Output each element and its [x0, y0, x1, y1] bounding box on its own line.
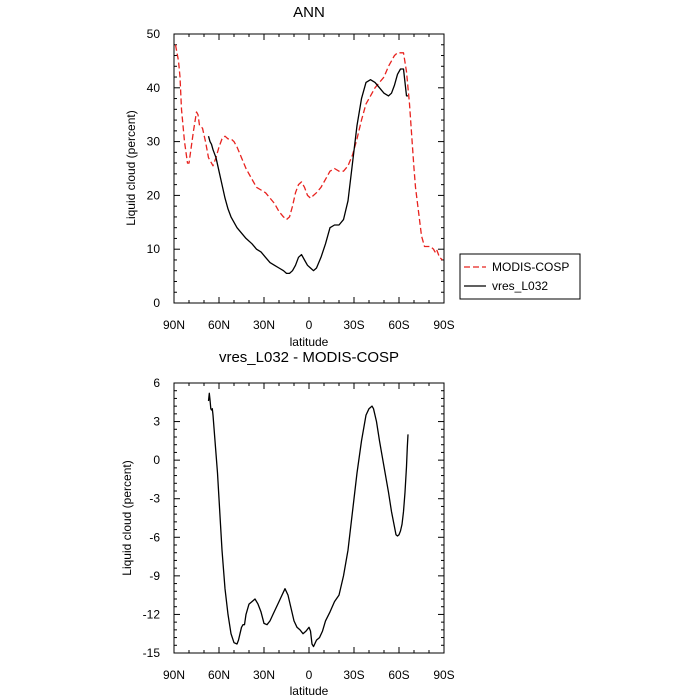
top-x-tick-label-90s: 90S — [433, 318, 454, 332]
top-panel-ann: ANN 90N 60N 30N 0 30S 60S 90S 0 10 20 30 40 50 latit… — [124, 4, 581, 349]
bottom-y-tick-label--6: -6 — [149, 530, 160, 544]
top-y-tick-label-50: 50 — [147, 27, 161, 41]
bottom-x-axis-label: latitude — [290, 684, 329, 698]
legend-box — [459, 253, 581, 300]
top-x-axis-label: latitude — [290, 335, 329, 349]
bottom-chart-marks: 90N 60N 30N 0 30S 60S 90S -15 -12 -9 -6 -3 0 3 6 — [143, 376, 455, 682]
legend-label-vres-l032: vres_L032 — [492, 279, 548, 293]
bottom-y-tick-label-0: 0 — [153, 453, 160, 467]
top-y-tick-label-30: 30 — [147, 135, 161, 149]
bottom-y-axis-label: Liquid cloud (percent) — [120, 460, 134, 575]
bottom-plot-frame — [173, 382, 445, 654]
legend-label-modis-cosp: MODIS-COSP — [492, 260, 569, 274]
bottom-x-tick-label-90n: 90N — [163, 668, 185, 682]
top-x-tick-label-90n: 90N — [163, 318, 185, 332]
bottom-y-tick-label--3: -3 — [149, 492, 160, 506]
bottom-y-tick-label-3: 3 — [153, 415, 160, 429]
top-y-tick-label-0: 0 — [153, 296, 160, 310]
legend: MODIS-COSP vres_L032 — [459, 253, 581, 300]
top-x-tick-label-60s: 60S — [388, 318, 409, 332]
bottom-x-tick-label-30n: 30N — [253, 668, 275, 682]
bottom-panel-difference: vres_L032 - MODIS-COSP 90N 60N 30N 0 30S 60S 9… — [120, 349, 455, 698]
bottom-x-tick-label-30s: 30S — [343, 668, 364, 682]
top-x-tick-label-0: 0 — [306, 318, 313, 332]
bottom-y-tick-label--12: -12 — [143, 607, 161, 621]
top-x-tick-label-60n: 60N — [208, 318, 230, 332]
top-y-axis-label: Liquid cloud (percent) — [124, 110, 138, 225]
top-y-tick-label-10: 10 — [147, 242, 161, 256]
bottom-series-line-vres-l032-modis-cosp — [207, 392, 409, 648]
top-plot-frame — [173, 33, 445, 304]
top-y-tick-label-40: 40 — [147, 81, 161, 95]
top-x-tick-label-30n: 30N — [253, 318, 275, 332]
bottom-y-tick-label-6: 6 — [153, 376, 160, 390]
bottom-x-tick-label-60n: 60N — [208, 668, 230, 682]
bottom-x-tick-label-0: 0 — [306, 668, 313, 682]
top-series-line-modis-cosp — [174, 44, 443, 261]
top-chart-marks: 90N 60N 30N 0 30S 60S 90S 0 10 20 30 40 50 — [147, 27, 455, 332]
top-y-tick-label-20: 20 — [147, 188, 161, 202]
top-series-line-vres-l032 — [207, 68, 408, 275]
top-x-tick-label-30s: 30S — [343, 318, 364, 332]
bottom-y-tick-label--15: -15 — [143, 646, 161, 660]
bottom-x-tick-label-90s: 90S — [433, 668, 454, 682]
bottom-chart-title: vres_L032 - MODIS-COSP — [219, 349, 399, 366]
bottom-y-tick-label--9: -9 — [149, 569, 160, 583]
top-chart-title: ANN — [293, 4, 325, 21]
bottom-x-tick-label-60s: 60S — [388, 668, 409, 682]
